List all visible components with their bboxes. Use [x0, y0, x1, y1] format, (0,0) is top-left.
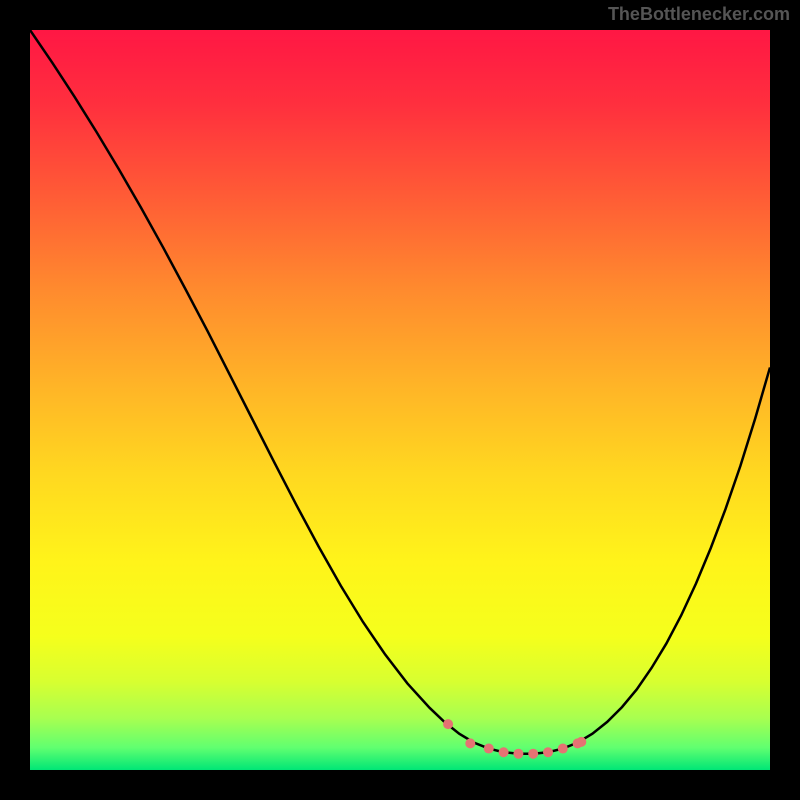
plot-area — [30, 30, 770, 770]
marker-dot — [443, 719, 453, 729]
marker-dot — [484, 744, 494, 754]
marker-dot — [499, 747, 509, 757]
marker-dot — [465, 738, 475, 748]
chart-container: { "watermark": "TheBottlenecker.com", "c… — [0, 0, 800, 800]
marker-dot — [576, 737, 586, 747]
marker-dot — [558, 744, 568, 754]
gradient-background — [30, 30, 770, 770]
chart-svg — [30, 30, 770, 770]
watermark-text: TheBottlenecker.com — [608, 4, 790, 25]
marker-dot — [513, 749, 523, 759]
marker-dot — [543, 747, 553, 757]
marker-dot — [528, 749, 538, 759]
